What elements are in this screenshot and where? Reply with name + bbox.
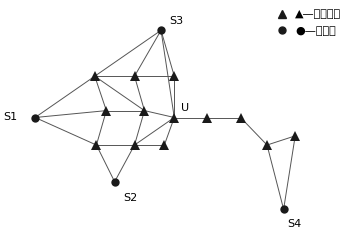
Text: S1: S1 (3, 113, 17, 122)
Text: S3: S3 (169, 16, 184, 26)
Legend: ▲—未知节点, ●—错节点: ▲—未知节点, ●—错节点 (270, 8, 343, 37)
Text: S2: S2 (123, 193, 137, 203)
Text: S4: S4 (287, 219, 301, 229)
Text: U: U (181, 103, 189, 113)
